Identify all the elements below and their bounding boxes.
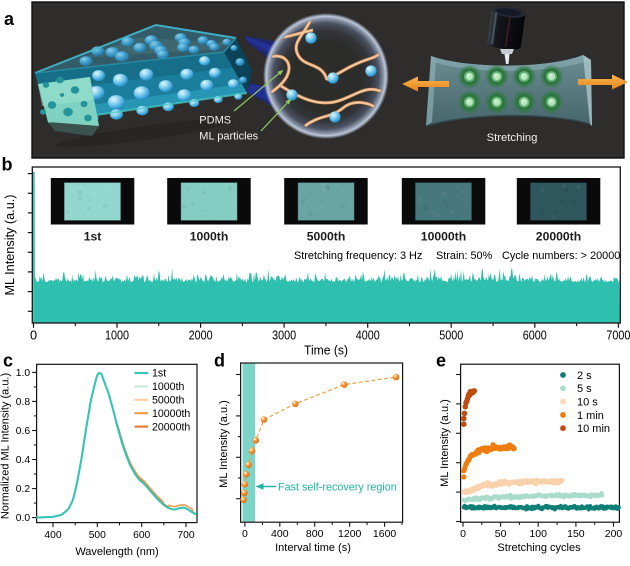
svg-text:400: 400	[271, 528, 289, 540]
svg-text:1 min: 1 min	[577, 410, 604, 422]
svg-text:ML Intensity (a.u.): ML Intensity (a.u.)	[218, 400, 230, 488]
svg-text:Fast self-recovery region: Fast self-recovery region	[278, 481, 397, 493]
svg-text:0.6: 0.6	[16, 426, 31, 437]
svg-text:0: 0	[242, 528, 248, 540]
svg-text:0.4: 0.4	[16, 455, 31, 466]
svg-text:1000th: 1000th	[152, 381, 185, 393]
svg-text:Interval time (s): Interval time (s)	[275, 542, 351, 554]
svg-text:10000th: 10000th	[152, 408, 190, 420]
svg-text:3000: 3000	[272, 328, 296, 343]
svg-text:Cycle numbers: > 20000: Cycle numbers: > 20000	[502, 250, 620, 262]
svg-text:4000: 4000	[356, 328, 380, 343]
svg-text:20000th: 20000th	[536, 230, 581, 244]
svg-text:6000: 6000	[523, 328, 547, 343]
svg-text:1.0: 1.0	[16, 368, 31, 379]
svg-text:100: 100	[529, 528, 547, 540]
svg-text:5000: 5000	[439, 328, 463, 343]
svg-text:ML Intensity (a.u.): ML Intensity (a.u.)	[2, 195, 17, 296]
svg-text:d: d	[214, 351, 225, 371]
svg-text:1000: 1000	[105, 328, 129, 343]
svg-text:1200: 1200	[338, 528, 362, 540]
svg-text:5000th: 5000th	[307, 230, 346, 244]
svg-text:Normalized ML Intensity (a.u.): Normalized ML Intensity (a.u.)	[0, 373, 12, 519]
svg-text:5000th: 5000th	[152, 395, 185, 407]
svg-text:700: 700	[177, 530, 194, 541]
svg-text:200: 200	[605, 528, 623, 540]
svg-text:1st: 1st	[152, 368, 166, 380]
svg-text:7000: 7000	[606, 328, 630, 343]
svg-text:400: 400	[44, 530, 61, 541]
svg-text:800: 800	[306, 528, 324, 540]
svg-text:1st: 1st	[84, 230, 102, 244]
svg-text:0.0: 0.0	[16, 513, 31, 524]
svg-text:50: 50	[495, 528, 507, 540]
svg-text:PDMS: PDMS	[199, 114, 231, 126]
svg-text:b: b	[2, 155, 13, 175]
svg-text:150: 150	[567, 528, 585, 540]
svg-text:500: 500	[89, 530, 106, 541]
svg-text:2 s: 2 s	[577, 370, 592, 382]
svg-text:5 s: 5 s	[577, 383, 592, 395]
svg-text:Wavelength (nm): Wavelength (nm)	[75, 546, 158, 558]
svg-text:c: c	[3, 351, 13, 371]
svg-text:0.8: 0.8	[16, 397, 31, 408]
svg-text:2000: 2000	[189, 328, 213, 343]
svg-text:0: 0	[30, 328, 37, 343]
svg-text:Strain: 50%: Strain: 50%	[436, 250, 493, 262]
svg-text:a: a	[4, 9, 15, 29]
svg-text:20000th: 20000th	[152, 421, 190, 433]
svg-text:Stretching: Stretching	[487, 132, 538, 144]
svg-text:600: 600	[133, 530, 150, 541]
svg-text:Stretching cycles: Stretching cycles	[497, 542, 581, 554]
svg-text:ML particles: ML particles	[199, 130, 258, 142]
svg-text:10 s: 10 s	[577, 397, 598, 409]
svg-text:0.2: 0.2	[16, 484, 31, 495]
svg-text:1000th: 1000th	[190, 230, 229, 244]
svg-text:Time (s): Time (s)	[304, 343, 348, 358]
svg-text:0: 0	[460, 528, 466, 540]
svg-text:1600: 1600	[373, 528, 397, 540]
svg-text:Stretching frequency: 3 Hz: Stretching frequency: 3 Hz	[294, 250, 422, 262]
svg-text:ML Intensity (a.u.): ML Intensity (a.u.)	[439, 399, 451, 487]
svg-text:e: e	[436, 351, 446, 371]
svg-text:10000th: 10000th	[421, 230, 466, 244]
svg-text:10 min: 10 min	[577, 423, 610, 435]
